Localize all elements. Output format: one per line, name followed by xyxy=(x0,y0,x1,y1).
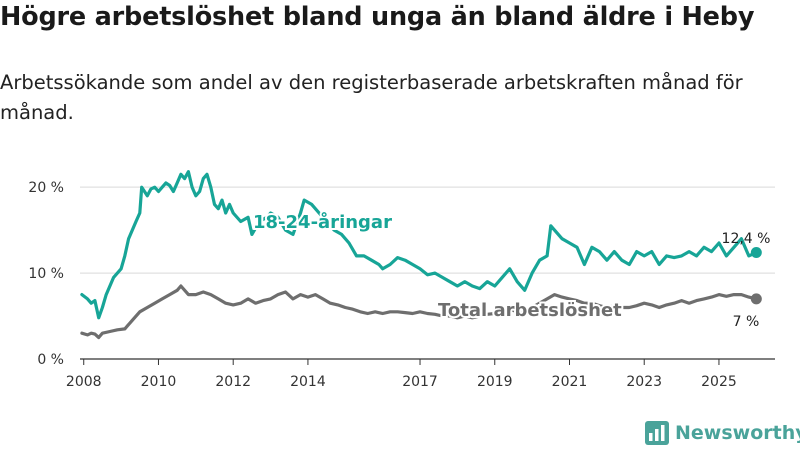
x-tick-label: 2012 xyxy=(215,374,251,390)
x-tick-label: 2021 xyxy=(552,374,588,390)
x-tick-label: 2010 xyxy=(141,374,177,390)
x-axis: 2008 2010 2012 2014 2017 2019 2021 2023 2025 xyxy=(66,358,775,390)
end-label-youth: 12,4 % xyxy=(722,231,771,247)
x-tick-label: 2019 xyxy=(477,374,513,390)
x-tick-label: 2014 xyxy=(290,374,326,390)
y-tick-label: 20 % xyxy=(28,180,64,196)
y-tick-label: 0 % xyxy=(37,352,64,368)
y-axis: 0 % 10 % 20 % xyxy=(28,180,64,368)
series-labels: 18-24-åringar Total arbetslöshet 12,4 % … xyxy=(251,209,771,330)
series-line-youth xyxy=(80,170,758,320)
newsworthy-logo: Newsworthy xyxy=(645,420,800,446)
series-lines xyxy=(80,170,762,340)
bar-chart-icon xyxy=(645,421,669,445)
chart-title: Högre arbetslöshet bland unga än bland ä… xyxy=(0,2,755,32)
x-tick-label: 2023 xyxy=(626,374,662,390)
chart-subtitle: Arbetssökande som andel av den registerb… xyxy=(0,71,743,124)
series-label-total: Total arbetslöshet xyxy=(438,300,622,321)
x-tick-label: 2025 xyxy=(701,374,737,390)
x-tick-label: 2008 xyxy=(66,374,102,390)
x-tick-label: 2017 xyxy=(402,374,438,390)
series-line-total xyxy=(80,284,758,340)
series-label-youth: 18-24-åringar xyxy=(253,211,392,233)
brand-name: Newsworthy xyxy=(675,422,800,444)
end-point-total xyxy=(750,293,762,305)
end-point-youth xyxy=(750,246,762,258)
y-tick-label: 10 % xyxy=(28,266,64,282)
end-label-total: 7 % xyxy=(733,314,760,330)
gridlines xyxy=(80,186,775,274)
